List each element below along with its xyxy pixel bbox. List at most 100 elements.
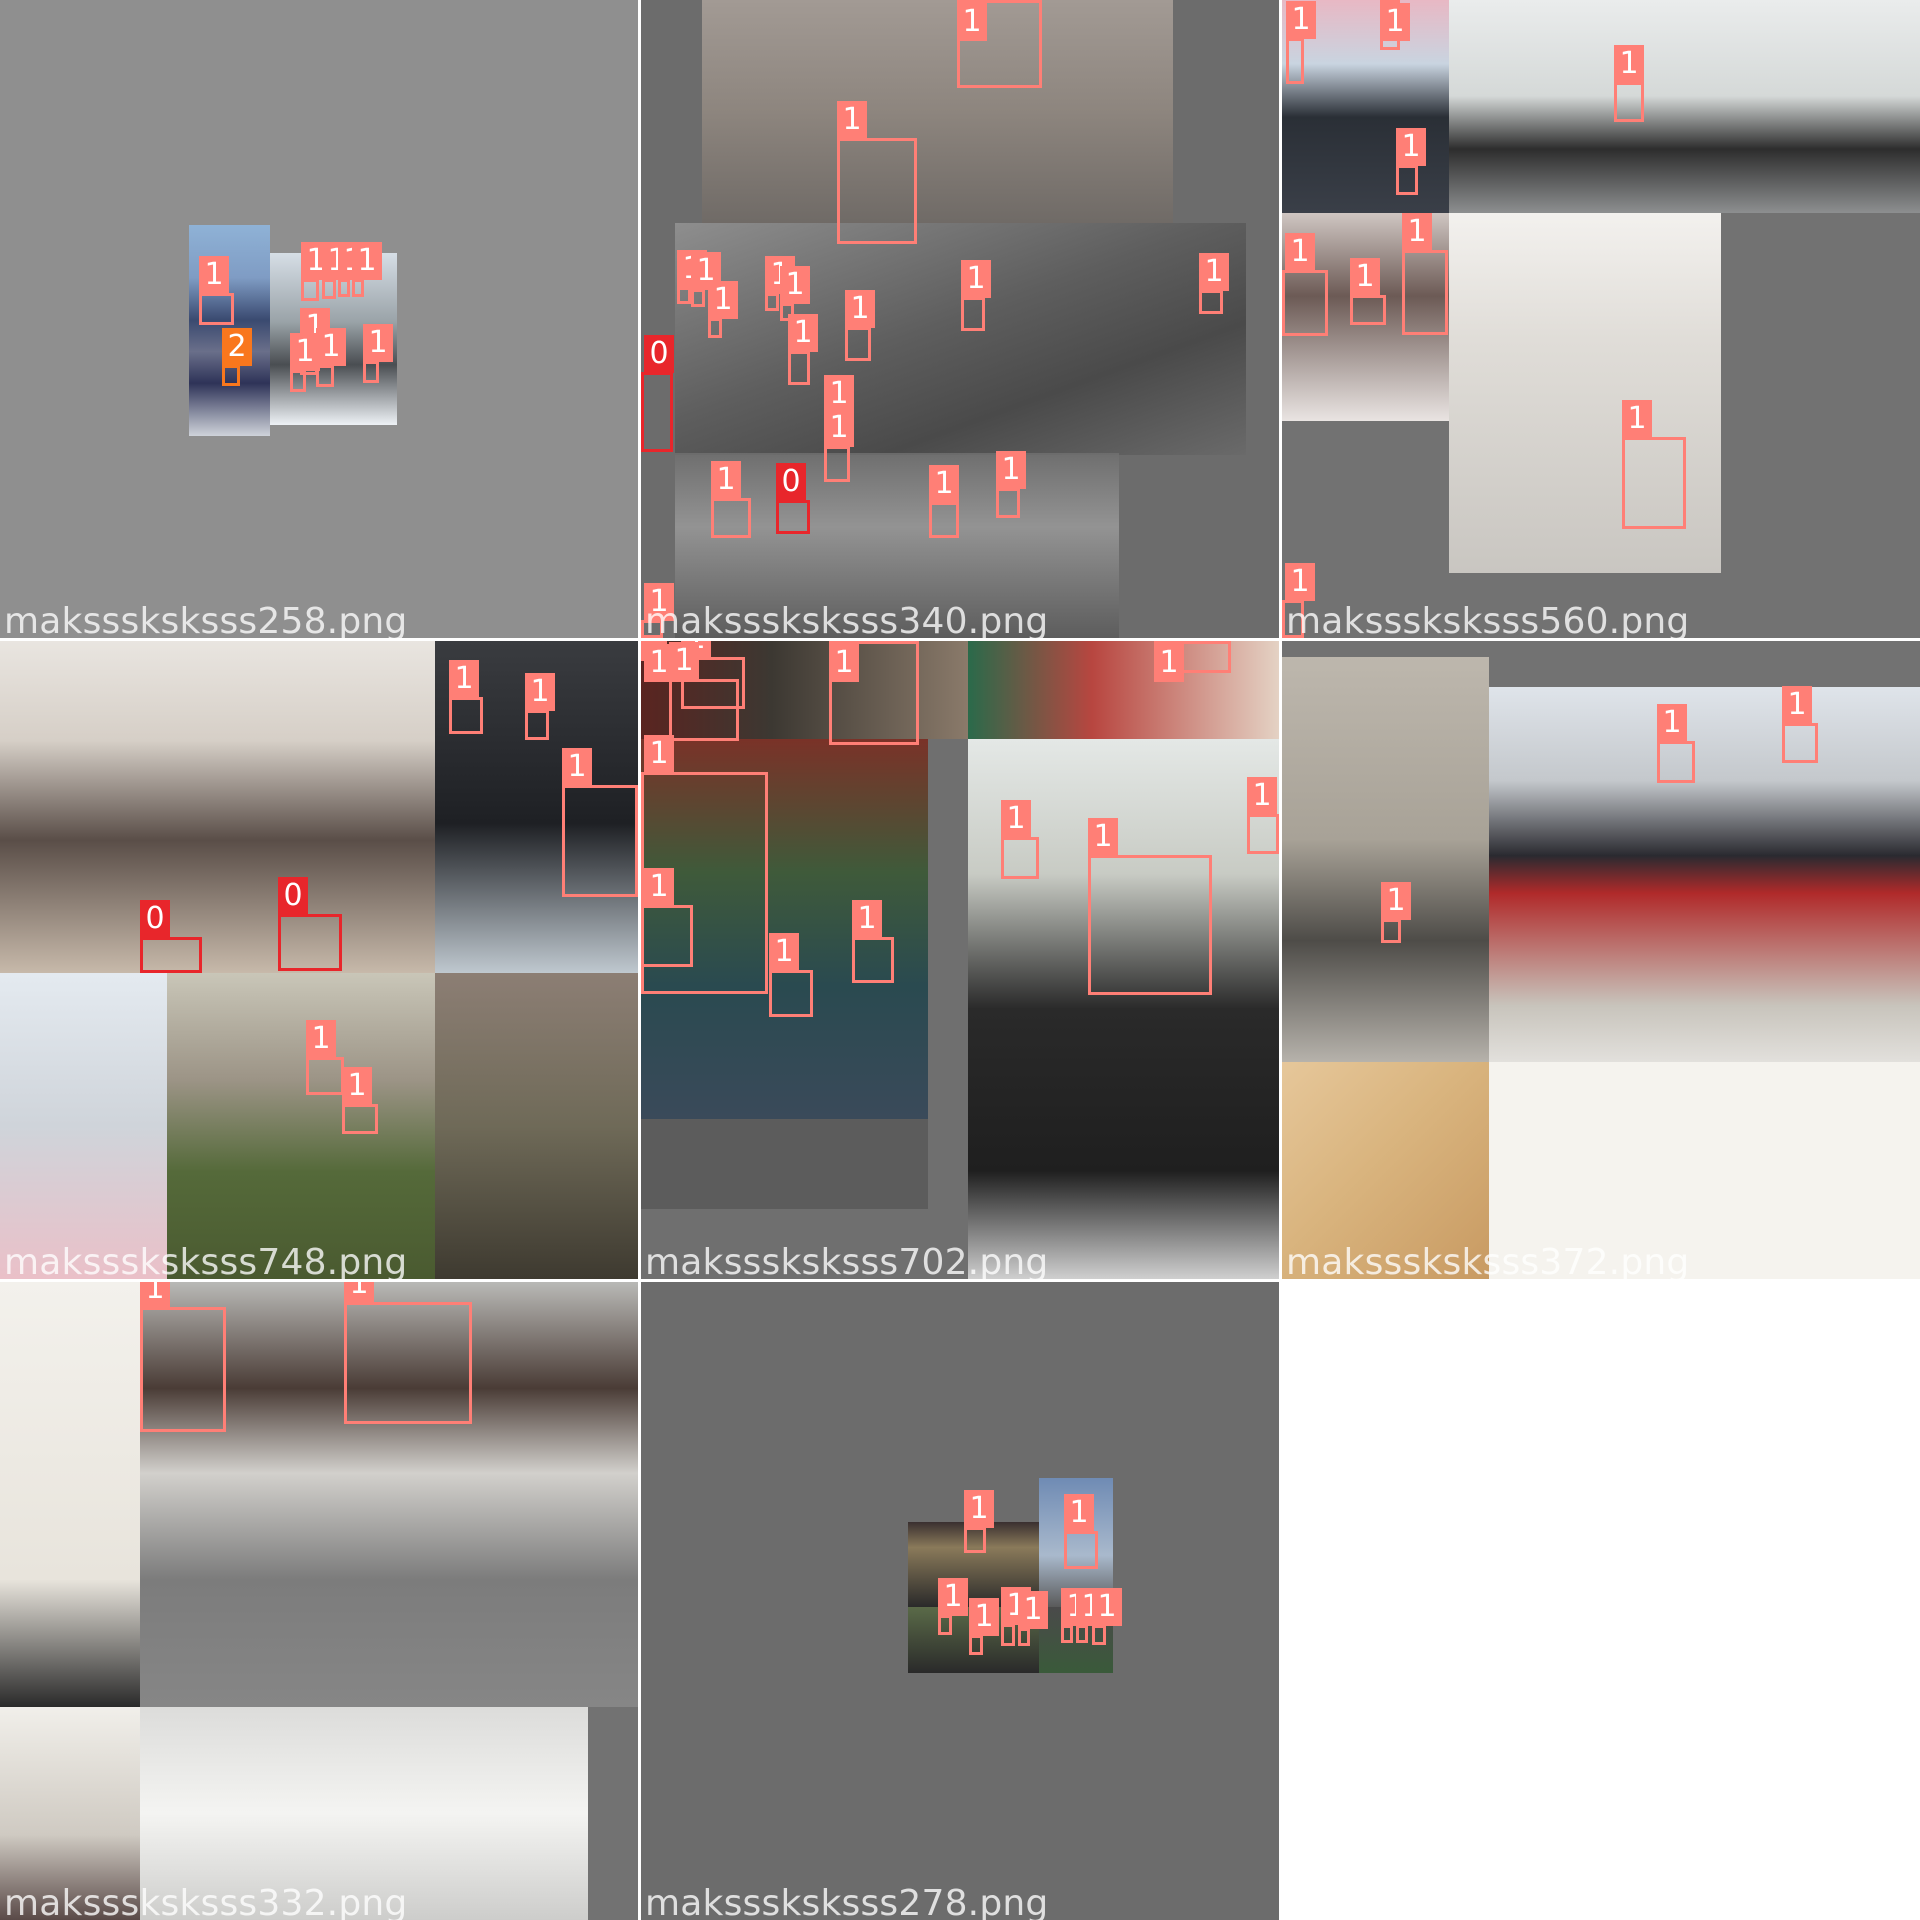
detection-box: 1 — [1247, 777, 1279, 854]
detection-box: 1 — [1088, 818, 1212, 995]
sample-photo — [435, 973, 638, 1279]
class-label: 1 — [140, 1282, 170, 1308]
sample-photo — [0, 1707, 140, 1920]
detection-box: 1 — [969, 1598, 999, 1655]
class-label: 1 — [199, 256, 229, 294]
image-filename: maksssksksss702.png — [645, 1242, 1049, 1280]
detection-box: 1 — [1001, 800, 1039, 879]
detection-box: 1 — [1286, 1, 1316, 84]
sample-photo — [702, 0, 1173, 225]
detection-box: 0 — [641, 335, 674, 452]
detection-box: 1 — [765, 256, 795, 311]
class-label: 1 — [996, 451, 1026, 489]
class-label: 1 — [1396, 128, 1426, 166]
detection-box: 0 — [278, 877, 342, 971]
image-filename: maksssksksss748.png — [4, 1242, 408, 1280]
class-label: 0 — [644, 335, 674, 373]
class-label: 1 — [788, 314, 818, 352]
detection-box: 1 — [1622, 400, 1686, 529]
class-label: 1 — [562, 748, 592, 786]
sample-photo — [675, 223, 1246, 455]
class-label: 1 — [1657, 704, 1687, 742]
mosaic-tile: 1 1 1 1 1 1 1 1 1 1 1 1 1 0 1 1 0 1 1 ma… — [641, 0, 1279, 638]
class-label: 1 — [824, 375, 854, 413]
class-label: 1 — [306, 1020, 336, 1058]
class-label: 1 — [780, 266, 810, 304]
image-filename: maksssksksss258.png — [4, 601, 408, 639]
sample-photo — [1489, 1062, 1920, 1279]
detection-box: 1 — [1199, 253, 1229, 314]
detection-box: 1 — [677, 250, 707, 304]
class-label: 1 — [644, 644, 674, 682]
sample-photo — [1489, 687, 1920, 1062]
sample-photo — [0, 973, 167, 1279]
detection-box: 1 — [140, 1282, 226, 1432]
class-label: 1 — [938, 1578, 968, 1616]
class-label: 0 — [776, 463, 806, 501]
class-label: 1 — [1018, 1591, 1048, 1629]
detection-box: 1 — [1061, 1588, 1091, 1643]
detection-box: 1 — [929, 465, 959, 538]
class-label: 1 — [1381, 882, 1411, 920]
mosaic-tile: 1 1 1 1 1 1 1 1 1 1 1 1 maksssksksss702.… — [641, 641, 1279, 1279]
detection-box: 1 — [961, 260, 991, 331]
class-label: 1 — [1064, 1494, 1094, 1532]
class-label: 1 — [1285, 563, 1315, 601]
sample-photo — [140, 1707, 588, 1920]
detection-box: 1 — [1018, 1591, 1048, 1646]
sample-photo — [968, 641, 1279, 739]
detection-box: 1 — [769, 933, 813, 1017]
class-label: 1 — [969, 1598, 999, 1636]
detection-box: 1 — [852, 900, 894, 983]
detection-box: 1 — [964, 1490, 994, 1553]
mosaic-tile: 1 1 1 1 1 1 2 1 1 1 maksssksksss258.png — [0, 0, 638, 638]
mosaic-tile: 1 1 maksssksksss332.png — [0, 1282, 638, 1920]
sample-photo — [1282, 657, 1489, 1062]
detection-box: 1 — [788, 314, 818, 385]
detection-box: 1 — [316, 328, 346, 387]
detection-box: 1 — [691, 252, 721, 307]
class-label: 1 — [1247, 777, 1277, 815]
detection-box: 1 — [562, 748, 638, 897]
detection-box: 1 — [1782, 686, 1818, 763]
detection-box: 1 — [845, 290, 875, 361]
class-label: 1 — [691, 252, 721, 290]
class-label: 1 — [344, 1282, 374, 1303]
class-label: 1 — [1402, 213, 1432, 251]
class-label: 1 — [1001, 800, 1031, 838]
detection-box: 1 — [669, 642, 739, 741]
class-label: 1 — [644, 735, 674, 773]
detection-box: 1 — [1282, 233, 1328, 336]
detection-box: 1 — [301, 242, 331, 301]
detection-box: 1 — [342, 1067, 378, 1134]
sample-photo — [641, 1119, 928, 1209]
detection-box: 1 — [824, 409, 854, 482]
mosaic-tile: 0 0 1 1 1 1 1 maksssksksss748.png — [0, 641, 638, 1279]
detection-box: 0 — [140, 900, 202, 973]
class-label: 1 — [342, 1067, 372, 1105]
class-label: 1 — [837, 101, 867, 139]
detection-box: 1 — [352, 242, 382, 297]
detection-box: 1 — [1076, 1588, 1106, 1643]
sample-photo — [675, 453, 1119, 638]
detection-box: 1 — [306, 1020, 344, 1095]
sample-photo — [167, 973, 435, 1279]
class-label: 1 — [829, 644, 859, 682]
detection-box: 1 — [525, 673, 555, 740]
image-filename: maksssksksss332.png — [4, 1883, 408, 1920]
sample-photo — [1282, 1062, 1489, 1279]
detection-box: 1 — [338, 242, 368, 297]
class-label: 1 — [669, 642, 699, 680]
detection-box: 1 — [1154, 641, 1231, 682]
class-label: 1 — [1380, 3, 1410, 41]
class-label: 1 — [769, 933, 799, 971]
class-label: 1 — [352, 242, 382, 280]
class-label: 1 — [644, 583, 674, 621]
class-label: 1 — [852, 900, 882, 938]
class-label: 1 — [929, 465, 959, 503]
detection-box: 1 — [449, 660, 483, 734]
detection-box: 1 — [641, 641, 674, 682]
class-label: 1 — [363, 324, 393, 362]
class-label: 1 — [1286, 1, 1316, 39]
detection-box: 1 — [829, 641, 919, 745]
